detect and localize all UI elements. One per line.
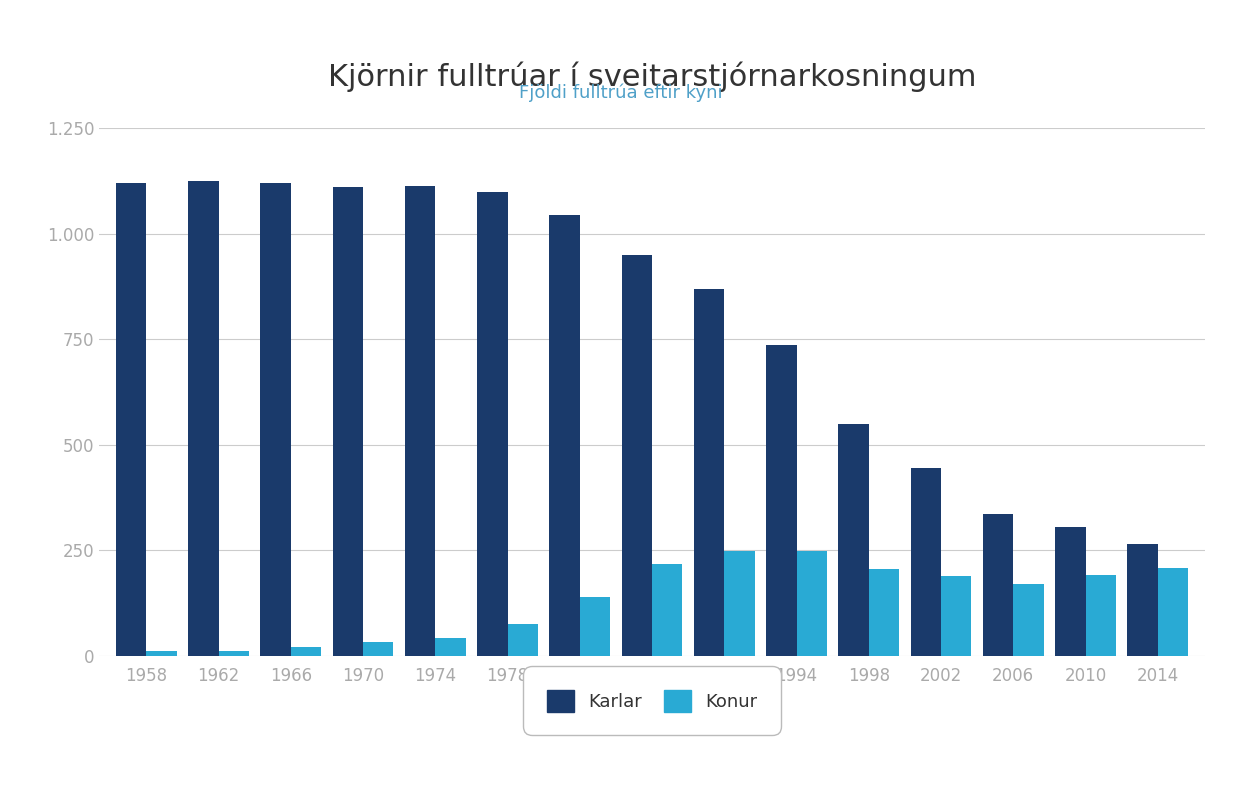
Bar [219, 651, 248, 656]
Bar [982, 514, 1013, 656]
Bar [147, 651, 176, 656]
Title: Kjörnir fulltrúar í sveitarstjórnarkosningum: Kjörnir fulltrúar í sveitarstjórnarkosni… [328, 62, 976, 92]
Bar [622, 254, 652, 656]
Bar [652, 564, 682, 656]
Bar [189, 181, 219, 656]
Bar [508, 624, 538, 656]
Bar [116, 183, 147, 656]
Bar [261, 183, 291, 656]
Bar [869, 570, 899, 656]
Bar [1086, 575, 1115, 656]
Bar [333, 187, 363, 656]
Bar [363, 642, 394, 656]
Bar [291, 646, 322, 656]
Bar [1056, 527, 1086, 656]
Legend: Karlar, Konur: Karlar, Konur [533, 675, 771, 726]
Bar [724, 551, 755, 656]
Bar [838, 424, 869, 656]
Bar [694, 290, 724, 656]
Bar [941, 576, 971, 656]
Bar [435, 638, 466, 656]
Text: Fjöldi fulltrúa eftir kyni: Fjöldi fulltrúa eftir kyni [519, 84, 723, 102]
Bar [796, 551, 827, 656]
Bar [766, 345, 796, 656]
Bar [1013, 584, 1043, 656]
Bar [910, 468, 941, 656]
Bar [477, 192, 508, 656]
Bar [580, 597, 610, 656]
Bar [549, 214, 580, 656]
Bar [405, 186, 435, 656]
Bar [1128, 544, 1158, 656]
Bar [1158, 568, 1189, 656]
